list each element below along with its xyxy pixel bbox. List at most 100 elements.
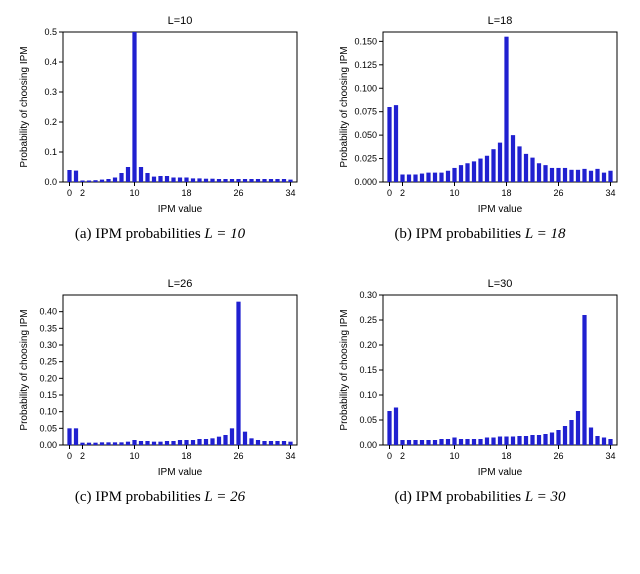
chart-b: L=180.0000.0250.0500.0750.1000.1250.1500… — [335, 10, 625, 220]
ytick-label: 0.00 — [359, 440, 377, 450]
bar — [178, 440, 182, 445]
bar — [420, 174, 424, 182]
bar — [550, 168, 554, 182]
bar — [132, 440, 136, 445]
bar — [288, 180, 292, 182]
bar — [210, 179, 214, 182]
panel-b: L=180.0000.0250.0500.0750.1000.1250.1500… — [330, 10, 630, 243]
bar — [472, 439, 476, 445]
bar — [446, 171, 450, 182]
bar — [191, 178, 195, 182]
ytick-label: 0.5 — [44, 27, 57, 37]
bar — [132, 32, 136, 182]
bar — [197, 178, 201, 182]
bar — [563, 426, 567, 445]
bar — [113, 442, 117, 445]
bar — [126, 167, 130, 182]
caption-c: (c) IPM probabilities L = 26 — [75, 489, 245, 506]
bar — [478, 159, 482, 182]
bar — [119, 442, 123, 445]
bar — [608, 171, 612, 182]
bar — [145, 173, 149, 182]
chart-a: L=100.00.10.20.30.40.50210182634IPM valu… — [15, 10, 305, 220]
caption-a-L: L = 10 — [204, 226, 245, 242]
bar — [543, 434, 547, 445]
bar — [569, 170, 573, 182]
bar — [87, 181, 91, 183]
xtick-label: 18 — [181, 451, 191, 461]
bar — [511, 437, 515, 446]
ylabel: Probability of choosing IPM — [339, 46, 350, 167]
bar — [158, 176, 162, 182]
chart-svg: L=100.00.10.20.30.40.50210182634IPM valu… — [15, 10, 305, 220]
bar — [210, 438, 214, 445]
bar — [243, 179, 247, 182]
bar — [413, 175, 417, 183]
chart-title: L=18 — [488, 15, 513, 27]
bar — [543, 165, 547, 182]
bar — [589, 428, 593, 446]
bar — [139, 441, 143, 445]
bar — [243, 432, 247, 445]
bar — [413, 440, 417, 445]
xtick-label: 0 — [387, 188, 392, 198]
bar — [537, 435, 541, 445]
bar — [178, 178, 182, 183]
bar — [602, 173, 606, 182]
bar — [100, 442, 104, 445]
bar — [465, 439, 469, 445]
bar — [608, 439, 612, 445]
ylabel: Probability of choosing IPM — [19, 309, 30, 430]
bar — [511, 135, 515, 182]
bar — [119, 173, 123, 182]
bar — [576, 170, 580, 182]
bar — [491, 438, 495, 446]
xtick-label: 34 — [605, 451, 615, 461]
ytick-label: 0.15 — [39, 390, 57, 400]
ytick-label: 0.150 — [354, 36, 377, 46]
bar — [152, 177, 156, 182]
bar — [556, 168, 560, 182]
bar — [269, 179, 273, 182]
bar — [426, 440, 430, 445]
ytick-label: 0.2 — [44, 117, 57, 127]
xlabel: IPM value — [478, 204, 523, 215]
xtick-label: 10 — [449, 188, 459, 198]
bar — [67, 428, 71, 445]
xtick-label: 34 — [285, 188, 295, 198]
bar — [387, 107, 391, 182]
bar — [394, 105, 398, 182]
bar — [184, 178, 188, 183]
bar — [504, 37, 508, 182]
bar — [459, 439, 463, 445]
ytick-label: 0.20 — [39, 373, 57, 383]
bar — [191, 440, 195, 445]
bar — [595, 169, 599, 182]
bar — [563, 168, 567, 182]
xtick-label: 34 — [285, 451, 295, 461]
caption-d-prefix: (d) IPM probabilities — [394, 489, 524, 505]
bar — [407, 440, 411, 445]
bar — [249, 438, 253, 445]
bar — [236, 179, 240, 182]
xlabel: IPM value — [158, 204, 203, 215]
bar — [400, 440, 404, 445]
xlabel: IPM value — [158, 467, 203, 478]
bar — [394, 408, 398, 446]
bar — [93, 443, 97, 445]
ytick-label: 0.1 — [44, 147, 57, 157]
plot-border — [383, 295, 617, 445]
xtick-label: 10 — [129, 451, 139, 461]
chart-title: L=26 — [168, 278, 193, 290]
bar — [204, 179, 208, 182]
plot-border — [63, 32, 297, 182]
ytick-label: 0.30 — [39, 340, 57, 350]
bar — [439, 439, 443, 445]
bar — [80, 443, 84, 445]
chart-title: L=30 — [488, 278, 513, 290]
bar — [106, 179, 110, 182]
bar — [74, 171, 78, 182]
ytick-label: 0.3 — [44, 87, 57, 97]
bar — [433, 440, 437, 445]
ylabel: Probability of choosing IPM — [339, 309, 350, 430]
